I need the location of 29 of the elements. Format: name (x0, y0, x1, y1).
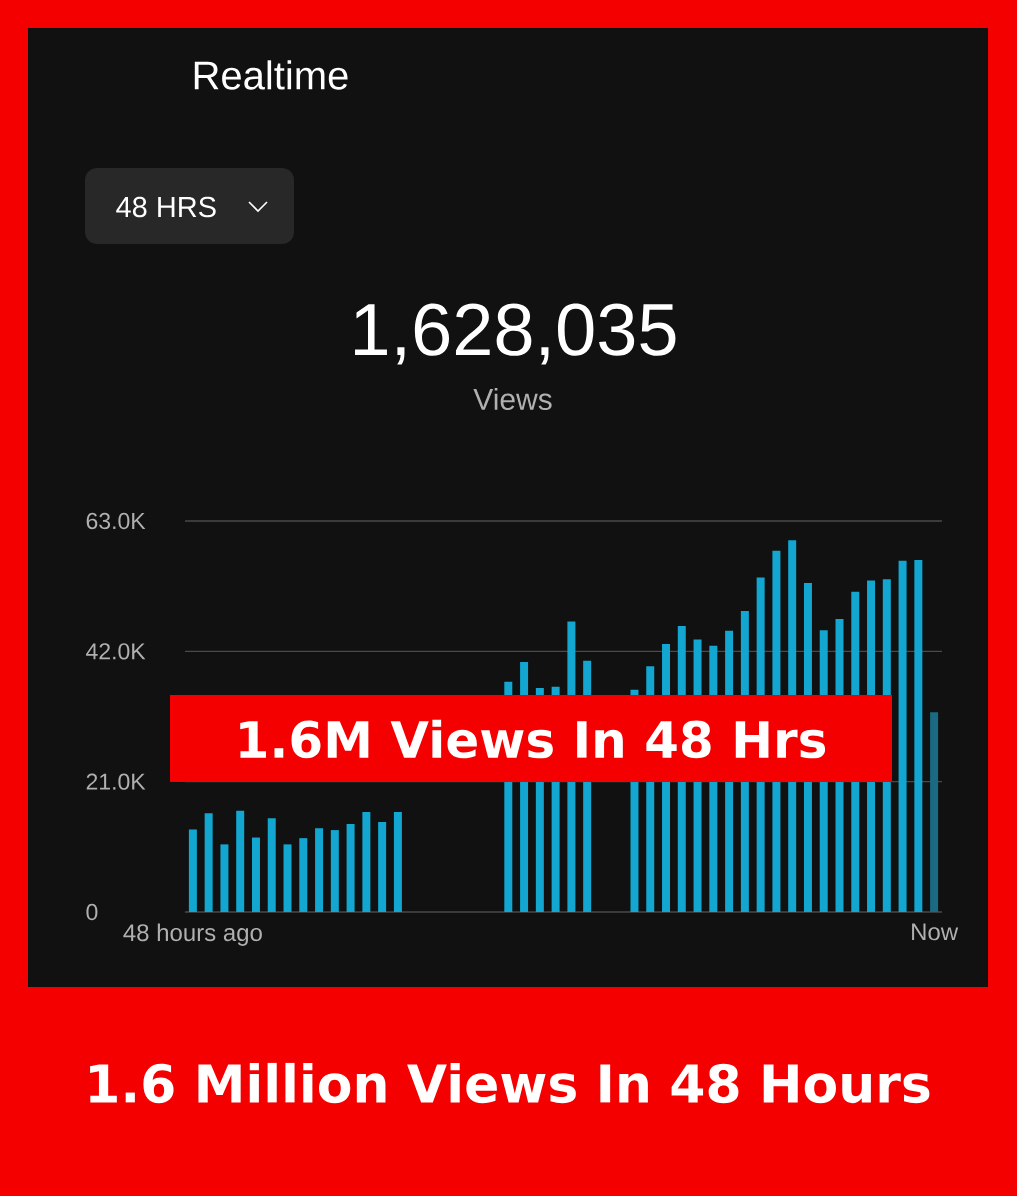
bar (914, 560, 923, 913)
y-tick-label: 42.0K (86, 643, 146, 660)
text: Views (473, 387, 552, 411)
bar (362, 812, 371, 913)
bar (393, 812, 402, 913)
text: 48 HRS (116, 196, 216, 218)
text: 1,628,035 (355, 303, 676, 365)
bar (220, 844, 229, 913)
chart-title: Realtime (194, 60, 348, 90)
bar (236, 810, 245, 913)
bar (930, 712, 939, 913)
bar (251, 837, 260, 913)
bar (346, 823, 355, 913)
y-tick-label: 63.0K (86, 512, 146, 530)
annotation: 1.6M Views In 48 Hrs (240, 719, 826, 759)
bar (898, 560, 907, 913)
bar (204, 813, 213, 913)
bar (188, 829, 197, 913)
bar (378, 822, 387, 913)
y-tick-label: 21.0K (86, 773, 146, 790)
bar (267, 818, 276, 913)
text: 1.6 Million Views In 48 Hours (90, 1062, 930, 1104)
bar (283, 844, 292, 913)
x-tick-label: 48 hours ago (123, 923, 262, 946)
bar (315, 828, 324, 913)
bar (299, 838, 308, 913)
y-tick-label: 0 (86, 903, 98, 921)
bar (330, 830, 339, 913)
x-tick-label: Now (912, 923, 959, 941)
